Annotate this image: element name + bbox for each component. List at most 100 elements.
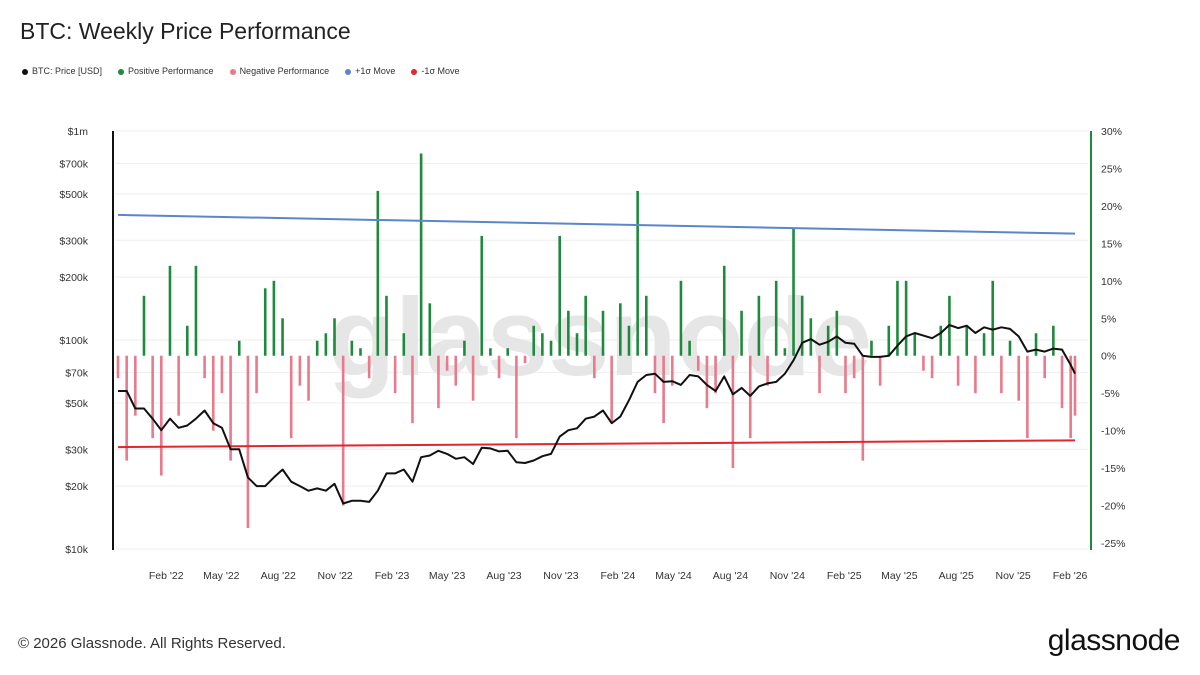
positive-performance-bar	[263, 288, 267, 356]
positive-performance-bar	[142, 295, 146, 356]
positive-performance-bar	[757, 295, 761, 356]
x-tick-label: Aug '22	[261, 570, 296, 582]
left-tick-label: $70k	[65, 367, 89, 379]
negative-performance-bar	[844, 355, 847, 394]
negative-performance-bar	[1000, 355, 1003, 394]
legend-item-plus-sigma[interactable]: +1σ Move	[345, 66, 395, 76]
legend-item-positive[interactable]: Positive Performance	[118, 66, 214, 76]
negative-performance-bar	[852, 355, 856, 379]
x-tick-label: May '22	[203, 570, 240, 582]
legend-label: Positive Performance	[128, 66, 214, 76]
negative-performance-bar	[497, 355, 501, 379]
positive-performance-bar	[324, 333, 328, 356]
legend-dot	[229, 68, 236, 75]
x-tick-label: Feb '26	[1053, 570, 1088, 582]
negative-performance-bar	[930, 355, 934, 379]
positive-performance-bar	[480, 235, 484, 356]
positive-performance-bar	[168, 265, 172, 356]
right-tick-label: 0%	[1101, 351, 1116, 363]
x-tick-label: Aug '23	[486, 570, 521, 582]
positive-performance-bar	[506, 348, 510, 356]
negative-performance-bar	[818, 355, 821, 394]
negative-performance-bar	[203, 355, 206, 379]
positive-performance-bar	[601, 310, 605, 356]
positive-performance-bar	[783, 348, 787, 356]
positive-performance-bar	[904, 280, 908, 356]
negative-performance-bar	[610, 355, 613, 424]
left-tick-label: $700k	[59, 158, 88, 170]
negative-performance-bar	[116, 355, 120, 379]
left-tick-label: $10k	[65, 544, 89, 556]
legend-item-negative[interactable]: Negative Performance	[229, 66, 329, 76]
positive-performance-bar	[428, 303, 432, 356]
negative-performance-bar	[160, 355, 163, 476]
negative-performance-bar	[255, 355, 258, 394]
negative-performance-bar	[922, 355, 925, 371]
x-tick-label: Nov '25	[995, 570, 1030, 582]
left-tick-label: $1m	[68, 126, 89, 138]
negative-performance-bar	[177, 355, 180, 416]
x-tick-label: Nov '23	[543, 570, 578, 582]
negative-performance-bar	[229, 355, 232, 461]
positive-performance-bar	[402, 333, 406, 356]
positive-performance-bar	[722, 265, 726, 356]
negative-performance-bar	[696, 355, 700, 371]
negative-performance-bar	[437, 355, 440, 409]
negative-performance-bar	[471, 355, 475, 401]
negative-performance-bar	[151, 355, 154, 439]
negative-performance-bar	[1073, 355, 1077, 416]
negative-performance-bar	[714, 355, 717, 394]
right-tick-label: -25%	[1101, 538, 1126, 550]
positive-performance-bar	[1008, 340, 1012, 356]
positive-performance-bar	[792, 228, 795, 356]
negative-performance-bar	[523, 355, 527, 364]
positive-performance-bar	[688, 340, 691, 356]
right-tick-label: 15%	[1101, 238, 1122, 250]
positive-performance-bar	[809, 318, 813, 356]
positive-performance-bar	[1052, 325, 1055, 356]
watermark: glassnode	[328, 276, 872, 399]
positive-performance-bar	[419, 153, 423, 356]
negative-performance-bar	[1017, 355, 1021, 401]
right-tick-label: 25%	[1101, 163, 1122, 175]
positive-performance-bar	[835, 310, 839, 356]
negative-performance-bar	[445, 355, 449, 371]
negative-performance-bar	[515, 355, 518, 439]
left-tick-label: $100k	[59, 335, 88, 347]
legend-dot	[345, 68, 352, 75]
positive-performance-bar	[194, 265, 198, 356]
positive-performance-bar	[567, 310, 570, 356]
negative-performance-bar	[748, 355, 752, 439]
btc-price-line	[118, 324, 1076, 505]
left-tick-label: $200k	[59, 272, 88, 284]
legend-item-minus-sigma[interactable]: -1σ Move	[411, 66, 460, 76]
left-tick-label: $20k	[65, 481, 89, 493]
positive-performance-bar	[636, 190, 639, 356]
negative-performance-bar	[211, 355, 215, 431]
legend-label: +1σ Move	[355, 66, 396, 76]
negative-performance-bar	[974, 355, 977, 394]
negative-performance-bar	[246, 355, 250, 529]
positive-performance-bar	[350, 340, 354, 356]
right-tick-label: 20%	[1101, 201, 1122, 213]
positive-performance-bar	[237, 340, 241, 356]
negative-performance-bar	[1043, 355, 1046, 379]
right-tick-label: -15%	[1101, 463, 1126, 475]
negative-performance-bar	[341, 355, 345, 506]
plus-sigma-line	[117, 213, 1076, 235]
positive-performance-bar	[870, 340, 873, 356]
left-tick-label: $30k	[65, 444, 89, 456]
x-tick-label: May '23	[429, 570, 466, 582]
negative-performance-bar	[220, 355, 224, 394]
positive-performance-bar	[489, 348, 492, 356]
legend-item-price[interactable]: BTC: Price [USD]	[22, 66, 102, 76]
left-tick-label: $300k	[59, 235, 88, 247]
minus-sigma-line	[117, 439, 1076, 449]
positive-performance-bar	[541, 333, 544, 356]
positive-performance-bar	[1034, 333, 1038, 356]
right-tick-label: 10%	[1101, 276, 1122, 288]
negative-performance-bar	[878, 355, 882, 386]
negative-performance-bar	[307, 355, 310, 401]
x-tick-label: May '24	[655, 570, 692, 582]
legend: BTC: Price [USD] Positive Performance Ne…	[22, 66, 460, 76]
